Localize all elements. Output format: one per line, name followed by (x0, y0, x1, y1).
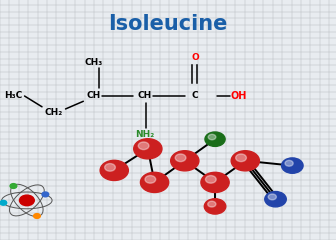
Circle shape (42, 192, 49, 197)
Text: O: O (191, 53, 199, 62)
Circle shape (10, 184, 17, 188)
Circle shape (19, 195, 34, 206)
Circle shape (171, 151, 199, 171)
Circle shape (201, 172, 229, 192)
Circle shape (134, 139, 162, 159)
Circle shape (208, 134, 216, 140)
Circle shape (138, 142, 149, 150)
Circle shape (265, 192, 286, 207)
Circle shape (236, 154, 246, 162)
Circle shape (104, 163, 115, 171)
Circle shape (282, 158, 303, 173)
Circle shape (145, 175, 156, 183)
Circle shape (208, 201, 216, 207)
Text: H₃C: H₃C (4, 91, 23, 101)
Text: CH₂: CH₂ (45, 108, 63, 117)
Text: CH: CH (137, 91, 152, 101)
Text: OH: OH (230, 91, 247, 101)
Text: C: C (192, 91, 198, 101)
Circle shape (204, 199, 226, 214)
Circle shape (205, 175, 216, 183)
Circle shape (140, 172, 169, 192)
Circle shape (175, 154, 186, 162)
Text: CH: CH (87, 91, 101, 101)
Circle shape (231, 151, 259, 171)
Circle shape (205, 132, 225, 146)
Circle shape (100, 160, 128, 180)
Text: Isoleucine: Isoleucine (108, 14, 228, 34)
Circle shape (0, 200, 7, 205)
Circle shape (34, 214, 40, 218)
Text: CH₃: CH₃ (85, 58, 103, 67)
Text: NH₂: NH₂ (135, 130, 154, 139)
Circle shape (285, 160, 293, 166)
Circle shape (268, 194, 277, 200)
